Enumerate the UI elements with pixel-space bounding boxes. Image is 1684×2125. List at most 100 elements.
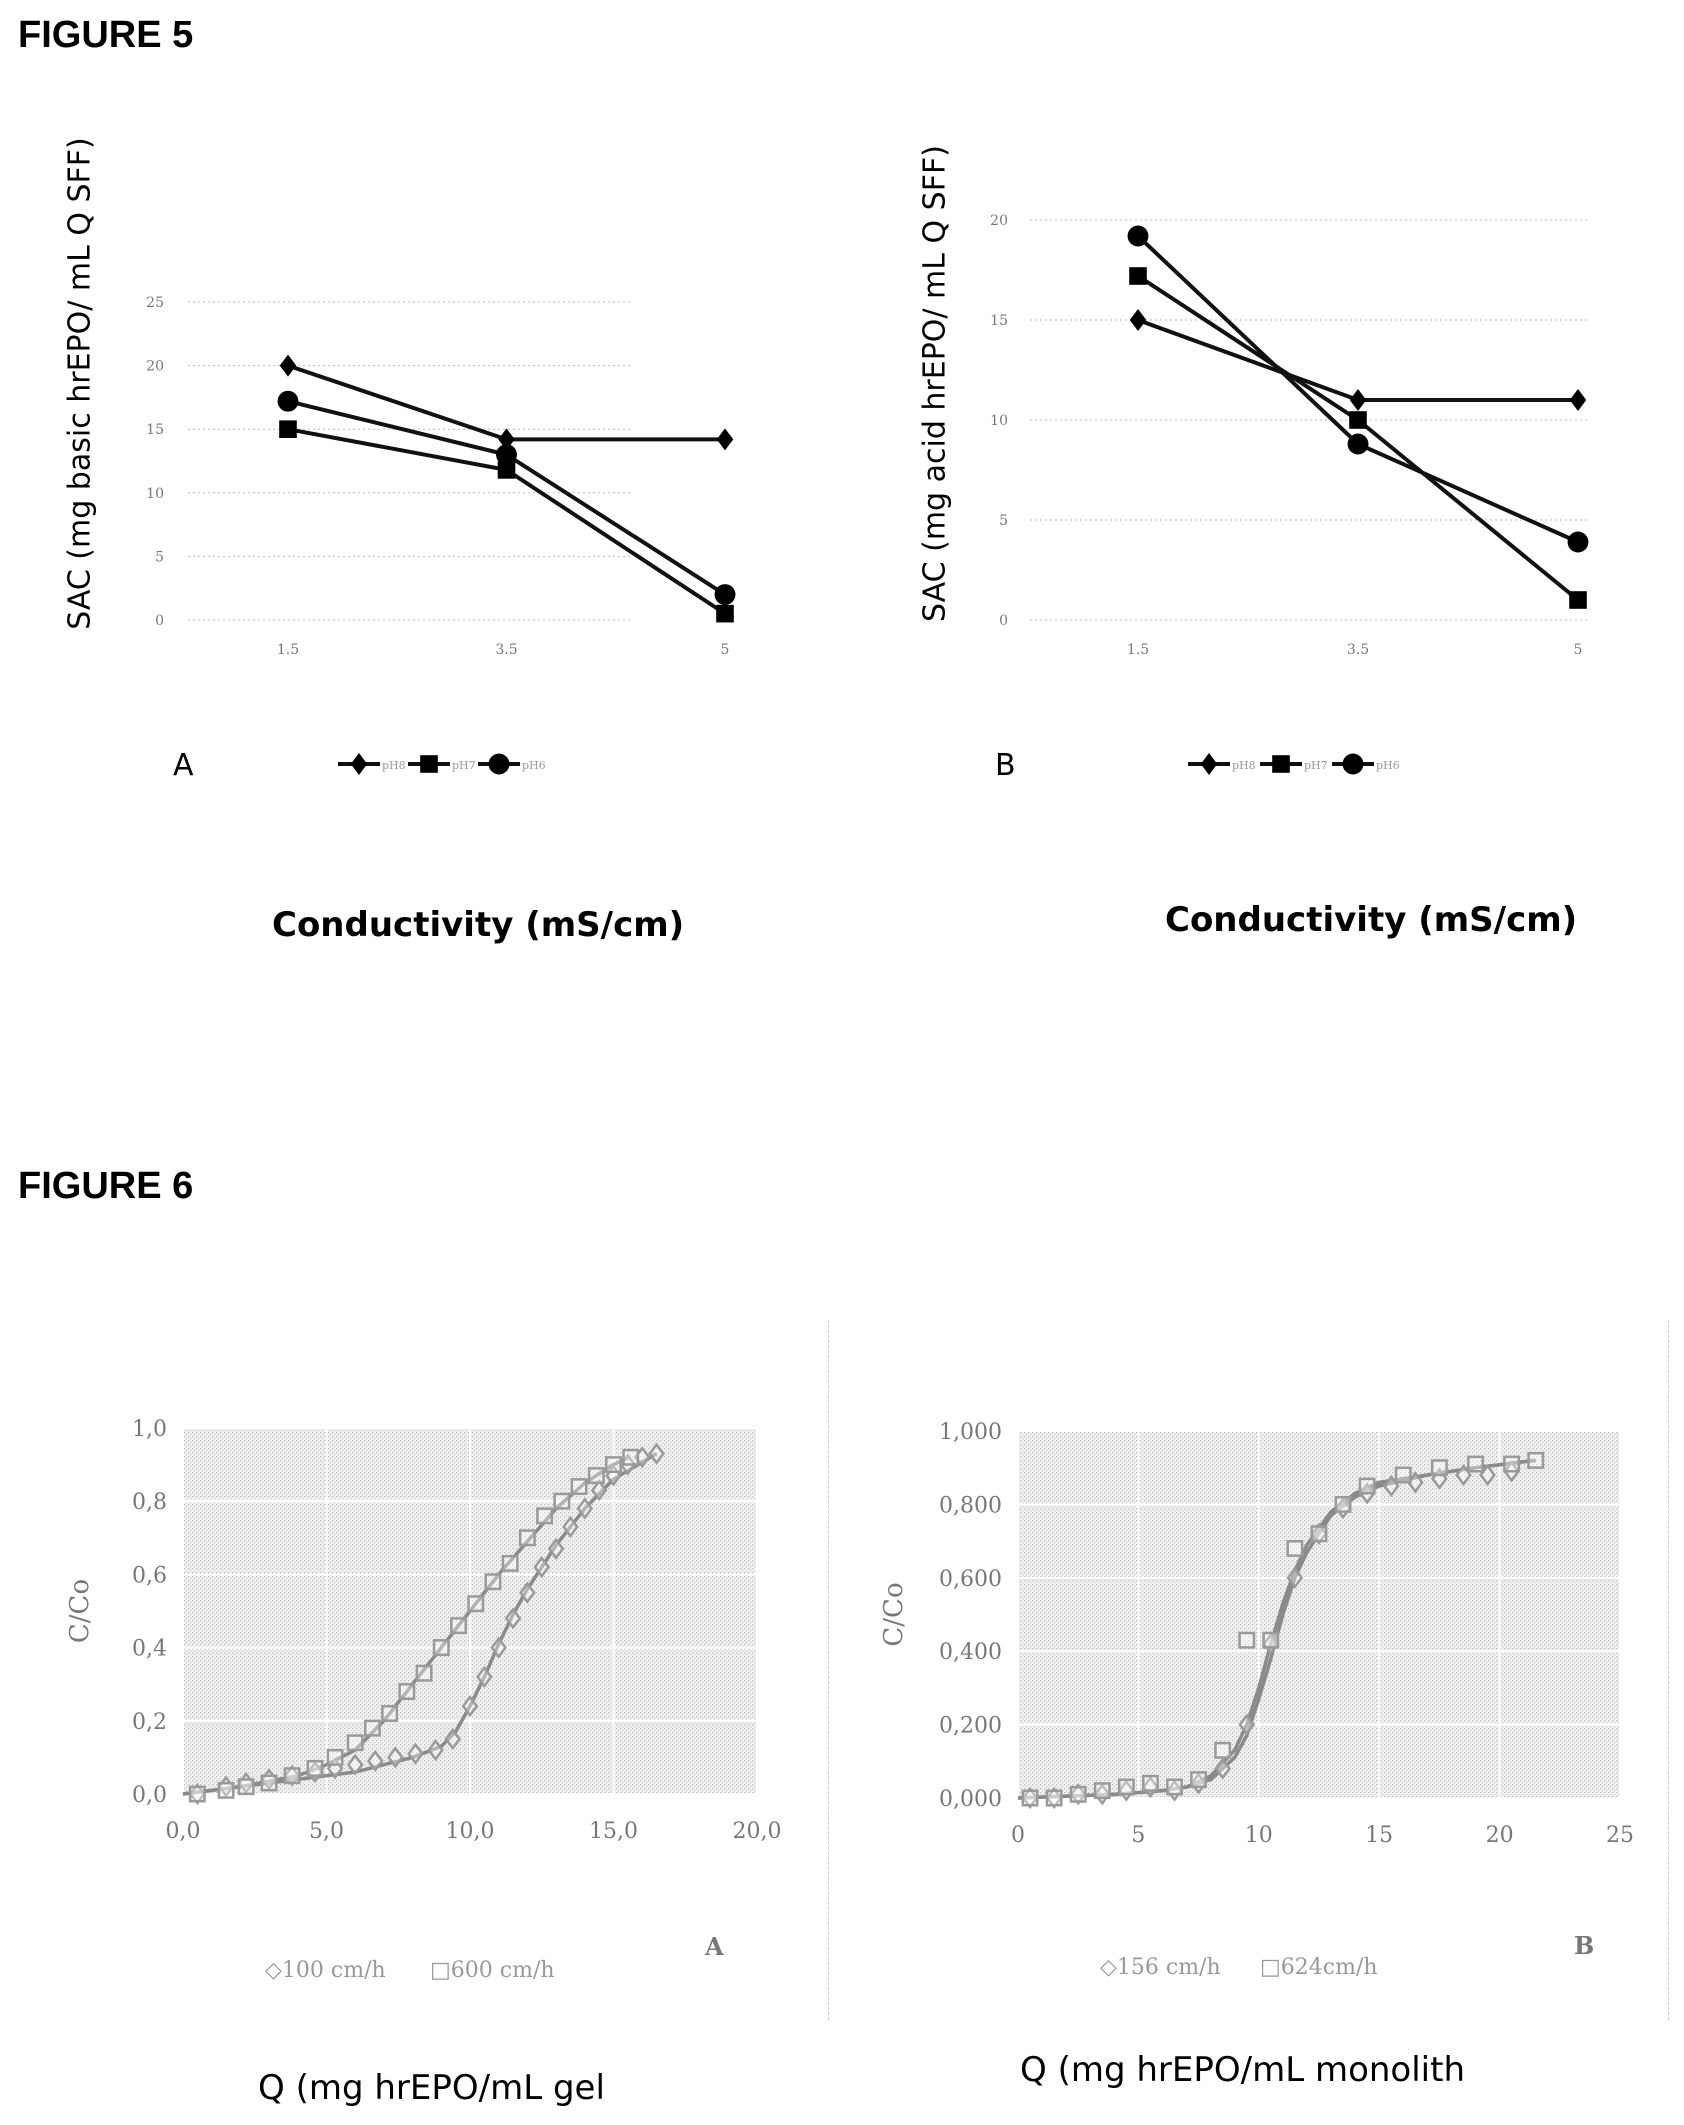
data-point bbox=[283, 1767, 301, 1785]
data-point bbox=[501, 1554, 519, 1572]
legend: pH8 pH7 pH6 bbox=[1188, 753, 1400, 775]
data-point bbox=[1334, 1495, 1352, 1513]
figure-6-title: FIGURE 6 bbox=[18, 1165, 194, 1207]
data-point bbox=[476, 1665, 493, 1688]
data-point bbox=[1569, 389, 1587, 411]
data-point bbox=[188, 1785, 206, 1803]
fig5a-panel-label: A bbox=[173, 748, 194, 783]
data-point bbox=[415, 1664, 433, 1682]
y-tick-label: 1,000 bbox=[939, 1420, 1002, 1445]
x-tick-label: 5 bbox=[721, 642, 730, 658]
data-point bbox=[519, 1581, 536, 1604]
data-point bbox=[1358, 1477, 1376, 1495]
data-point bbox=[1214, 1757, 1231, 1780]
data-point bbox=[716, 428, 734, 451]
y-tick-label: 0,600 bbox=[939, 1567, 1002, 1592]
panel-label: A bbox=[704, 1932, 724, 1961]
y-tick-label: 10 bbox=[990, 413, 1008, 429]
data-point bbox=[381, 1705, 399, 1722]
legend-marker bbox=[420, 755, 438, 773]
y-tick-label: 20 bbox=[146, 359, 164, 375]
legend-label: pH8 bbox=[382, 759, 406, 772]
fig5b-panel-label: B bbox=[995, 748, 1016, 783]
data-point bbox=[467, 1595, 485, 1613]
fig6a-x-axis-label: Q (mg hrEPO/mL gel bbox=[258, 2068, 605, 2108]
fig6B-plot: 0 5 10 15 20 25 0,000 0,200 0,400 0,600 0,800 1,000… bbox=[879, 1420, 1634, 1980]
fig5a-y-axis-label: SAC (mg basic hrEPO/ mL Q SFF) bbox=[62, 137, 98, 630]
legend-label: ◇156 cm/h bbox=[1100, 1955, 1221, 1980]
data-point bbox=[1093, 1782, 1111, 1800]
legend-marker bbox=[1272, 755, 1290, 773]
x-tick-label: 3.5 bbox=[1347, 642, 1369, 658]
data-point bbox=[1310, 1525, 1328, 1543]
data-point bbox=[1430, 1459, 1448, 1477]
data-point bbox=[1214, 1741, 1232, 1759]
data-point bbox=[1347, 433, 1369, 455]
data-point bbox=[1349, 411, 1367, 429]
legend: pH8 pH7 pH6 bbox=[338, 753, 546, 775]
series-ph6 bbox=[1127, 225, 1589, 553]
data-point bbox=[326, 1748, 344, 1766]
data-point bbox=[484, 1573, 502, 1591]
data-point bbox=[283, 1764, 301, 1787]
y-tick-label: 5 bbox=[155, 549, 164, 565]
x-tick-label: 5,0 bbox=[309, 1819, 344, 1844]
x-tick-label: 20,0 bbox=[733, 1819, 782, 1844]
data-point bbox=[1021, 1789, 1039, 1807]
fig6b-x-axis-label: Q (mg hrEPO/mL monolith bbox=[1020, 2050, 1465, 2090]
data-point bbox=[1129, 267, 1147, 285]
fig6A-plot: 0,0 5,0 10,0 15,0 20,0 0,0 0,2 0,4 0,6 0,8 1,0 C/Co… bbox=[65, 1417, 781, 1983]
x-tick-label: 10,0 bbox=[446, 1819, 495, 1844]
x-tick-label: 1.5 bbox=[277, 642, 299, 658]
data-point bbox=[189, 1782, 206, 1806]
y-tick-label: 0,000 bbox=[939, 1787, 1002, 1812]
legend-marker bbox=[1342, 753, 1364, 775]
data-point bbox=[432, 1639, 450, 1657]
data-point bbox=[346, 1753, 364, 1776]
fig5b-x-axis-label: Conductivity (mS/cm) bbox=[1165, 900, 1578, 940]
y-tick-label: 5 bbox=[999, 513, 1008, 529]
data-point bbox=[1503, 1455, 1521, 1473]
data-point bbox=[1286, 1566, 1304, 1589]
data-point bbox=[553, 1492, 571, 1510]
x-tick-label: 1.5 bbox=[1127, 642, 1149, 658]
y-tick-label: 10 bbox=[146, 486, 164, 502]
panel-label: B bbox=[1574, 1931, 1594, 1960]
fig5b-y-axis-label: SAC (mg acid hrEPO/ mL Q SFF) bbox=[917, 145, 953, 622]
x-tick-label: 0,0 bbox=[166, 1819, 201, 1844]
data-point bbox=[576, 1497, 594, 1520]
data-point bbox=[237, 1778, 255, 1796]
data-point bbox=[398, 1683, 416, 1700]
y-tick-label: 0,2 bbox=[132, 1710, 167, 1735]
legend-item: pH6 bbox=[478, 753, 546, 775]
data-point bbox=[346, 1734, 364, 1752]
y-tick-label: 15 bbox=[990, 313, 1008, 329]
data-point bbox=[1190, 1771, 1208, 1789]
series-100-cm-h bbox=[189, 1442, 665, 1806]
x-tick-label: 3.5 bbox=[495, 642, 517, 658]
legend-label: □624cm/h bbox=[1260, 1955, 1378, 1980]
legend-item: pH8 bbox=[1188, 753, 1256, 775]
series-line bbox=[1137, 318, 1578, 402]
data-point bbox=[590, 1479, 608, 1502]
data-point bbox=[1166, 1778, 1183, 1796]
data-point bbox=[279, 354, 297, 377]
y-tick-label: 0,200 bbox=[939, 1714, 1002, 1739]
data-point bbox=[1286, 1539, 1304, 1557]
data-point bbox=[461, 1695, 479, 1718]
legend-item: pH6 bbox=[1332, 753, 1400, 775]
series-ph8 bbox=[1129, 309, 1587, 411]
data-point bbox=[570, 1478, 588, 1496]
data-point bbox=[387, 1746, 404, 1769]
y-tick-label: 0,4 bbox=[132, 1637, 167, 1662]
data-point bbox=[1262, 1631, 1280, 1649]
data-point bbox=[547, 1537, 565, 1560]
data-point bbox=[714, 584, 736, 606]
data-point bbox=[279, 420, 297, 438]
data-point bbox=[450, 1617, 467, 1635]
legend-label: pH6 bbox=[522, 759, 546, 772]
data-point bbox=[217, 1781, 235, 1799]
y-axis-label: C/Co bbox=[879, 1582, 909, 1646]
y-tick-label: 15 bbox=[146, 422, 164, 438]
fig6-right-border bbox=[1668, 1320, 1669, 2020]
